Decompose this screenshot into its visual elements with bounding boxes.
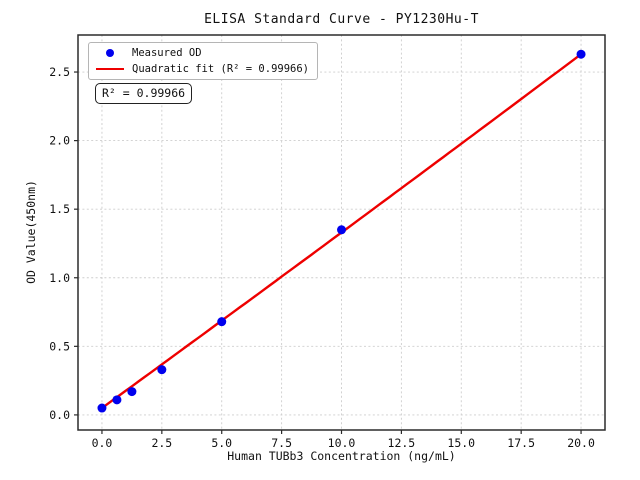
y-tick-label: 2.5: [49, 65, 70, 79]
data-point: [217, 317, 227, 327]
x-tick-label: 5.0: [211, 436, 232, 450]
data-point: [112, 395, 122, 405]
y-tick-label: 0.0: [49, 408, 70, 422]
data-point: [576, 49, 586, 59]
legend-item-measured-od: Measured OD: [95, 47, 309, 59]
x-tick-label: 15.0: [447, 436, 475, 450]
y-tick-label: 1.5: [49, 202, 70, 216]
legend-label-quadratic-fit: Quadratic fit (R² = 0.99966): [132, 63, 310, 75]
y-tick-label: 1.0: [49, 271, 70, 285]
x-axis-label: Human TUBb3 Concentration (ng/mL): [227, 449, 456, 463]
data-point: [337, 225, 346, 235]
data-point: [157, 365, 167, 375]
x-tick-label: 10.0: [328, 436, 356, 450]
legend: Measured OD Quadratic fit (R² = 0.99966): [88, 42, 319, 80]
x-tick-label: 7.5: [271, 436, 292, 450]
chart-title: ELISA Standard Curve - PY1230Hu-T: [204, 12, 479, 27]
legend-item-quadratic-fit: Quadratic fit (R² = 0.99966): [95, 63, 309, 75]
legend-handle: [95, 68, 125, 70]
measured-od-marker-icon: [106, 49, 114, 57]
r-squared-annotation: R² = 0.99966: [95, 83, 193, 104]
x-tick-label: 0.0: [92, 436, 113, 450]
quadratic-fit-marker-icon: [96, 68, 124, 70]
x-tick-label: 20.0: [567, 436, 595, 450]
y-axis-label: OD Value(450nm): [24, 180, 38, 284]
x-tick-label: 17.5: [507, 436, 535, 450]
legend-handle: [95, 49, 125, 57]
y-tick-label: 2.0: [49, 134, 70, 148]
x-tick-label: 12.5: [388, 436, 416, 450]
legend-label-measured-od: Measured OD: [132, 47, 202, 59]
data-point: [127, 387, 137, 397]
x-tick-label: 2.5: [151, 436, 172, 450]
y-tick-label: 0.5: [49, 339, 70, 353]
data-point: [97, 403, 107, 413]
